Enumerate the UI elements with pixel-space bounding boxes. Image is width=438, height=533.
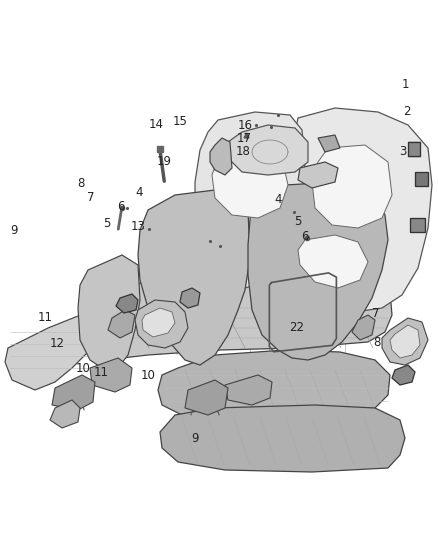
Polygon shape — [312, 145, 392, 228]
Polygon shape — [160, 405, 405, 472]
Text: 13: 13 — [131, 220, 145, 233]
Polygon shape — [415, 172, 428, 186]
Text: 15: 15 — [173, 115, 188, 128]
Text: 4: 4 — [135, 187, 143, 199]
Text: 4: 4 — [274, 193, 282, 206]
Polygon shape — [318, 135, 340, 152]
Text: 17: 17 — [237, 132, 252, 145]
Polygon shape — [78, 268, 392, 360]
Text: 8: 8 — [78, 177, 85, 190]
Text: 2: 2 — [403, 106, 411, 118]
Text: 6: 6 — [301, 230, 309, 243]
Text: 3: 3 — [399, 146, 406, 158]
Text: 1: 1 — [401, 78, 409, 91]
Polygon shape — [298, 235, 368, 288]
Polygon shape — [5, 312, 98, 390]
Text: 10: 10 — [76, 362, 91, 375]
Text: 6: 6 — [117, 200, 124, 213]
Polygon shape — [180, 288, 200, 308]
Text: 16: 16 — [238, 119, 253, 132]
Polygon shape — [158, 350, 390, 418]
Polygon shape — [138, 190, 250, 365]
Text: 8: 8 — [373, 336, 380, 349]
Polygon shape — [390, 325, 420, 358]
Text: 7: 7 — [87, 191, 95, 204]
Polygon shape — [352, 315, 375, 340]
Polygon shape — [298, 162, 338, 188]
Polygon shape — [210, 138, 232, 175]
Text: 11: 11 — [94, 366, 109, 378]
Polygon shape — [142, 308, 175, 337]
Polygon shape — [108, 310, 135, 338]
Text: 10: 10 — [141, 369, 155, 382]
Polygon shape — [135, 300, 188, 348]
Polygon shape — [225, 375, 272, 405]
Polygon shape — [212, 148, 288, 218]
Polygon shape — [228, 125, 308, 175]
Polygon shape — [195, 112, 305, 288]
Polygon shape — [248, 183, 388, 360]
Polygon shape — [392, 365, 415, 385]
Text: 5: 5 — [104, 217, 111, 230]
Text: 9: 9 — [191, 432, 199, 445]
Text: 11: 11 — [38, 311, 53, 324]
Polygon shape — [78, 255, 140, 370]
Text: 14: 14 — [149, 118, 164, 131]
Polygon shape — [116, 294, 138, 313]
Text: 9: 9 — [10, 224, 18, 237]
Polygon shape — [185, 380, 228, 415]
Polygon shape — [90, 358, 132, 392]
Text: 22: 22 — [290, 321, 304, 334]
Text: 19: 19 — [157, 155, 172, 168]
Polygon shape — [52, 375, 95, 410]
Text: 7: 7 — [372, 307, 380, 320]
Polygon shape — [50, 400, 80, 428]
Polygon shape — [285, 108, 432, 312]
Polygon shape — [382, 318, 428, 365]
Text: 18: 18 — [236, 146, 251, 158]
Text: 12: 12 — [49, 337, 64, 350]
Polygon shape — [410, 218, 425, 232]
Polygon shape — [408, 142, 420, 156]
Text: 5: 5 — [294, 215, 301, 228]
